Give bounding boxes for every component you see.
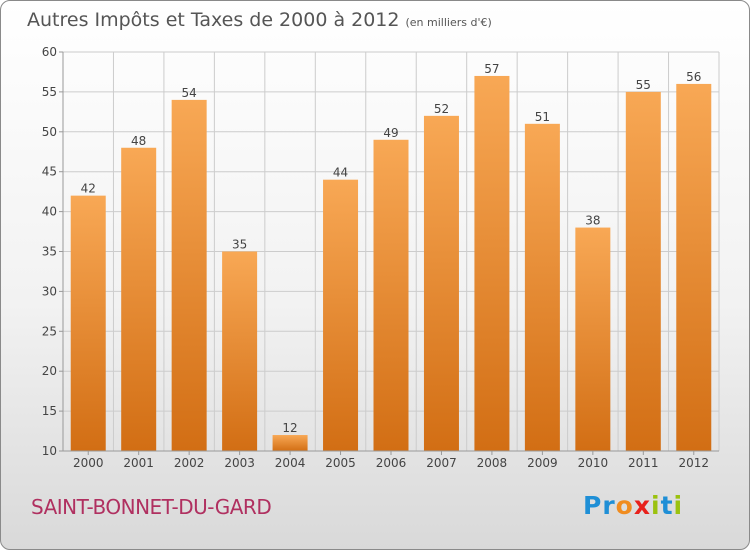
ytick-label-45: 45 [42, 165, 57, 179]
xtick-label-2008: 2008 [477, 456, 508, 470]
chart-title-text: Autres Impôts et Taxes de 2000 à 2012 [27, 9, 400, 31]
xtick-label-2005: 2005 [325, 456, 356, 470]
xtick-label-2010: 2010 [578, 456, 609, 470]
labels-layer: 10 15 20 25 30 35 40 45 50 55 60 42 2000 48 2001 54 2002… [42, 45, 709, 470]
ytick-label-60: 60 [42, 45, 57, 59]
bar-2007 [423, 115, 459, 451]
xtick-label-2001: 2001 [123, 456, 154, 470]
data-label-2000: 42 [81, 182, 96, 196]
logo-letter: t [660, 491, 674, 520]
xtick-label-2006: 2006 [376, 456, 407, 470]
data-label-2009: 51 [535, 110, 550, 124]
bar-2001 [121, 147, 157, 451]
bar-2004 [272, 435, 308, 451]
bar-2012 [676, 83, 712, 452]
bar-2006 [373, 139, 409, 451]
bar-2003 [222, 251, 258, 451]
data-label-2008: 57 [484, 62, 499, 76]
commune-name: SAINT-BONNET-DU-GARD [31, 495, 272, 519]
data-label-2003: 35 [232, 238, 247, 252]
data-label-2010: 38 [585, 214, 600, 228]
bar-2000 [70, 195, 106, 451]
data-label-2012: 56 [686, 70, 701, 84]
xtick-label-2011: 2011 [628, 456, 659, 470]
bar-2005 [323, 179, 359, 451]
xtick-label-2003: 2003 [224, 456, 255, 470]
bars-layer [70, 75, 712, 452]
logo-letter: r [602, 491, 616, 520]
logo-letter: i [673, 491, 684, 520]
chart-unit-note: (en milliers d'€) [405, 16, 492, 29]
axis-layer [59, 51, 719, 455]
ytick-label-55: 55 [42, 85, 57, 99]
data-label-2001: 48 [131, 134, 146, 148]
bar-2009 [524, 123, 560, 451]
xtick-label-2012: 2012 [678, 456, 709, 470]
logo-letter: x [633, 491, 651, 520]
data-label-2011: 55 [636, 78, 651, 92]
bar-2008 [474, 75, 510, 451]
ytick-label-20: 20 [42, 364, 57, 378]
xtick-label-2007: 2007 [426, 456, 457, 470]
data-label-2002: 54 [182, 86, 197, 100]
ytick-label-30: 30 [42, 284, 57, 298]
logo-letter: i [651, 491, 661, 520]
data-label-2004: 12 [282, 421, 297, 435]
data-label-2007: 52 [434, 102, 449, 116]
xtick-label-2002: 2002 [174, 456, 205, 470]
ytick-label-25: 25 [42, 324, 57, 338]
ytick-label-50: 50 [42, 125, 57, 139]
xtick-label-2000: 2000 [73, 456, 104, 470]
ytick-label-35: 35 [42, 245, 57, 259]
bar-2010 [575, 227, 611, 451]
ytick-label-40: 40 [42, 205, 57, 219]
ytick-label-15: 15 [42, 404, 57, 418]
data-label-2005: 44 [333, 166, 348, 180]
logo-letter: o [615, 491, 634, 520]
xtick-label-2009: 2009 [527, 456, 558, 470]
ytick-label-10: 10 [42, 444, 57, 458]
bar-2011 [625, 91, 661, 452]
chart-title: Autres Impôts et Taxes de 2000 à 2012 (en… [27, 9, 492, 31]
logo-letter: P [583, 491, 603, 520]
xtick-label-2004: 2004 [275, 456, 306, 470]
bar-2002 [171, 99, 207, 451]
data-label-2006: 49 [383, 126, 398, 140]
proxiti-logo[interactable]: Proxiti [583, 491, 683, 520]
